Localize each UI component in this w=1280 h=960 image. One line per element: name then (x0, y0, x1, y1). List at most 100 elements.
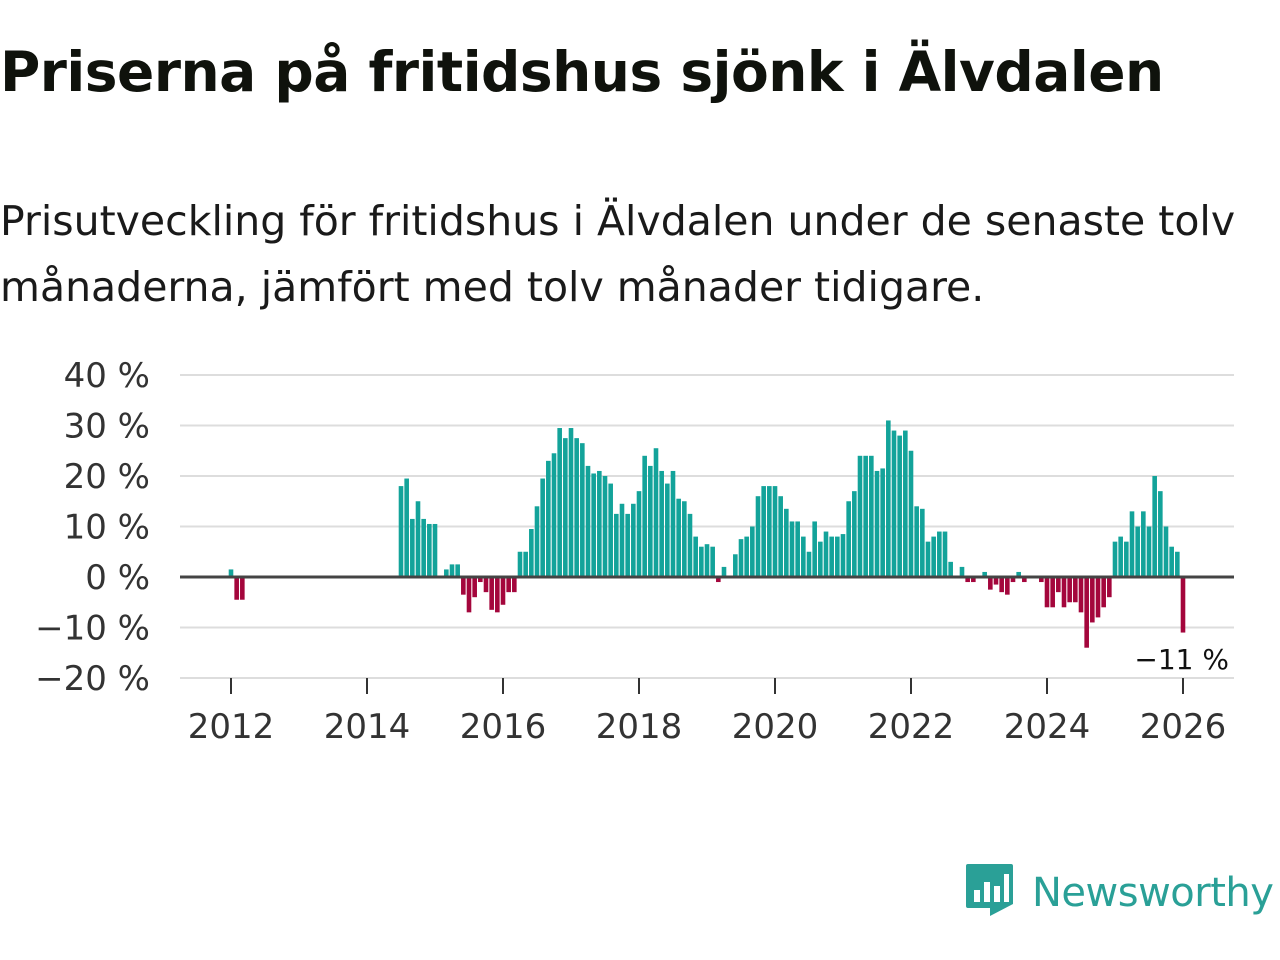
bar (1175, 551, 1180, 577)
y-axis-tick-labels: 40 % 30 % 20 % 10 % 0 % −10 % −20 % (35, 356, 150, 699)
bar (574, 438, 579, 578)
y-tick-label: 10 % (64, 508, 150, 548)
bar (478, 577, 483, 583)
bar (659, 470, 664, 577)
bar (676, 498, 681, 577)
bar (1022, 577, 1027, 583)
bar (608, 483, 613, 577)
bar (653, 448, 659, 577)
bar (948, 561, 953, 577)
bar (557, 428, 562, 577)
brand-name: Newsworthy (1032, 870, 1274, 916)
bar (897, 435, 902, 577)
x-tick-label: 2022 (868, 707, 955, 747)
bar (812, 521, 817, 577)
x-tick-label: 2024 (1004, 707, 1091, 747)
bar (1107, 577, 1112, 598)
x-tick-label: 2020 (732, 707, 819, 747)
bar (1061, 577, 1067, 608)
bar (755, 496, 761, 577)
bar (461, 577, 466, 595)
bar (472, 577, 477, 598)
last-value-label: −11 % (1134, 643, 1229, 676)
bar (546, 460, 551, 577)
bar (427, 523, 432, 577)
bar (495, 577, 500, 613)
bar (1084, 577, 1089, 648)
x-axis: 2012 2014 2016 2018 2020 2022 2024 2026 (188, 678, 1227, 747)
chart-subtitle: Prisutveckling för fritidshus i Älvdalen… (0, 197, 1236, 311)
bar (410, 518, 415, 577)
bar (1073, 577, 1078, 603)
bar (778, 496, 783, 577)
bar (806, 551, 812, 577)
bar (801, 536, 806, 577)
y-tick-label: 30 % (64, 407, 150, 447)
bar (240, 577, 245, 600)
bar (500, 577, 506, 605)
bar (750, 526, 755, 577)
bar (1152, 476, 1157, 577)
x-tick-label: 2014 (324, 707, 411, 747)
bar (959, 566, 965, 577)
bar (523, 551, 528, 577)
bar (1039, 577, 1044, 583)
x-tick-label: 2016 (460, 707, 547, 747)
bar (228, 569, 234, 577)
bar (784, 508, 789, 577)
bar (619, 503, 625, 577)
bar (738, 539, 744, 578)
bar (1067, 577, 1072, 603)
bar (1005, 577, 1010, 595)
bar (631, 503, 636, 577)
bar (993, 577, 999, 585)
x-tick-label: 2018 (596, 707, 683, 747)
bar (466, 577, 472, 613)
bar (665, 483, 670, 577)
bar (585, 465, 591, 577)
bar (823, 531, 829, 577)
bar (1056, 577, 1061, 593)
bar (636, 491, 642, 577)
bar (1112, 541, 1118, 577)
bar (1095, 577, 1101, 618)
bar (682, 501, 687, 577)
bar (840, 534, 846, 577)
bar (767, 486, 772, 577)
bar (835, 536, 840, 577)
bar (421, 518, 426, 577)
x-tick-label: 2026 (1140, 707, 1227, 747)
bar (829, 536, 834, 577)
bar (1158, 491, 1163, 577)
y-tick-label: −20 % (35, 659, 150, 699)
bar (965, 577, 970, 583)
bar (1118, 536, 1123, 577)
bar (744, 536, 749, 577)
bar (455, 564, 460, 578)
bar (869, 455, 874, 577)
bar (937, 531, 942, 577)
chart-title: Priserna på fritidshus sjönk i Älvdalen (0, 40, 1164, 104)
newsworthy-logo-icon (966, 864, 1013, 916)
bar (1129, 511, 1135, 577)
bar (863, 455, 868, 577)
bar (772, 486, 778, 577)
bar (914, 506, 919, 577)
bar (444, 569, 449, 577)
bar (846, 501, 851, 577)
bar (1050, 577, 1055, 608)
bar (988, 577, 993, 590)
bar (789, 521, 795, 577)
y-tick-label: 40 % (64, 356, 150, 396)
bar (1169, 546, 1174, 577)
bar (693, 536, 698, 577)
bar (1124, 541, 1129, 577)
newsworthy-logo: Newsworthy (964, 862, 1274, 924)
bar (404, 478, 409, 577)
bar (568, 428, 574, 577)
bar (982, 571, 987, 577)
bar (489, 577, 494, 610)
y-tick-label: −10 % (35, 609, 150, 649)
bar (931, 536, 936, 577)
bar (999, 577, 1004, 593)
